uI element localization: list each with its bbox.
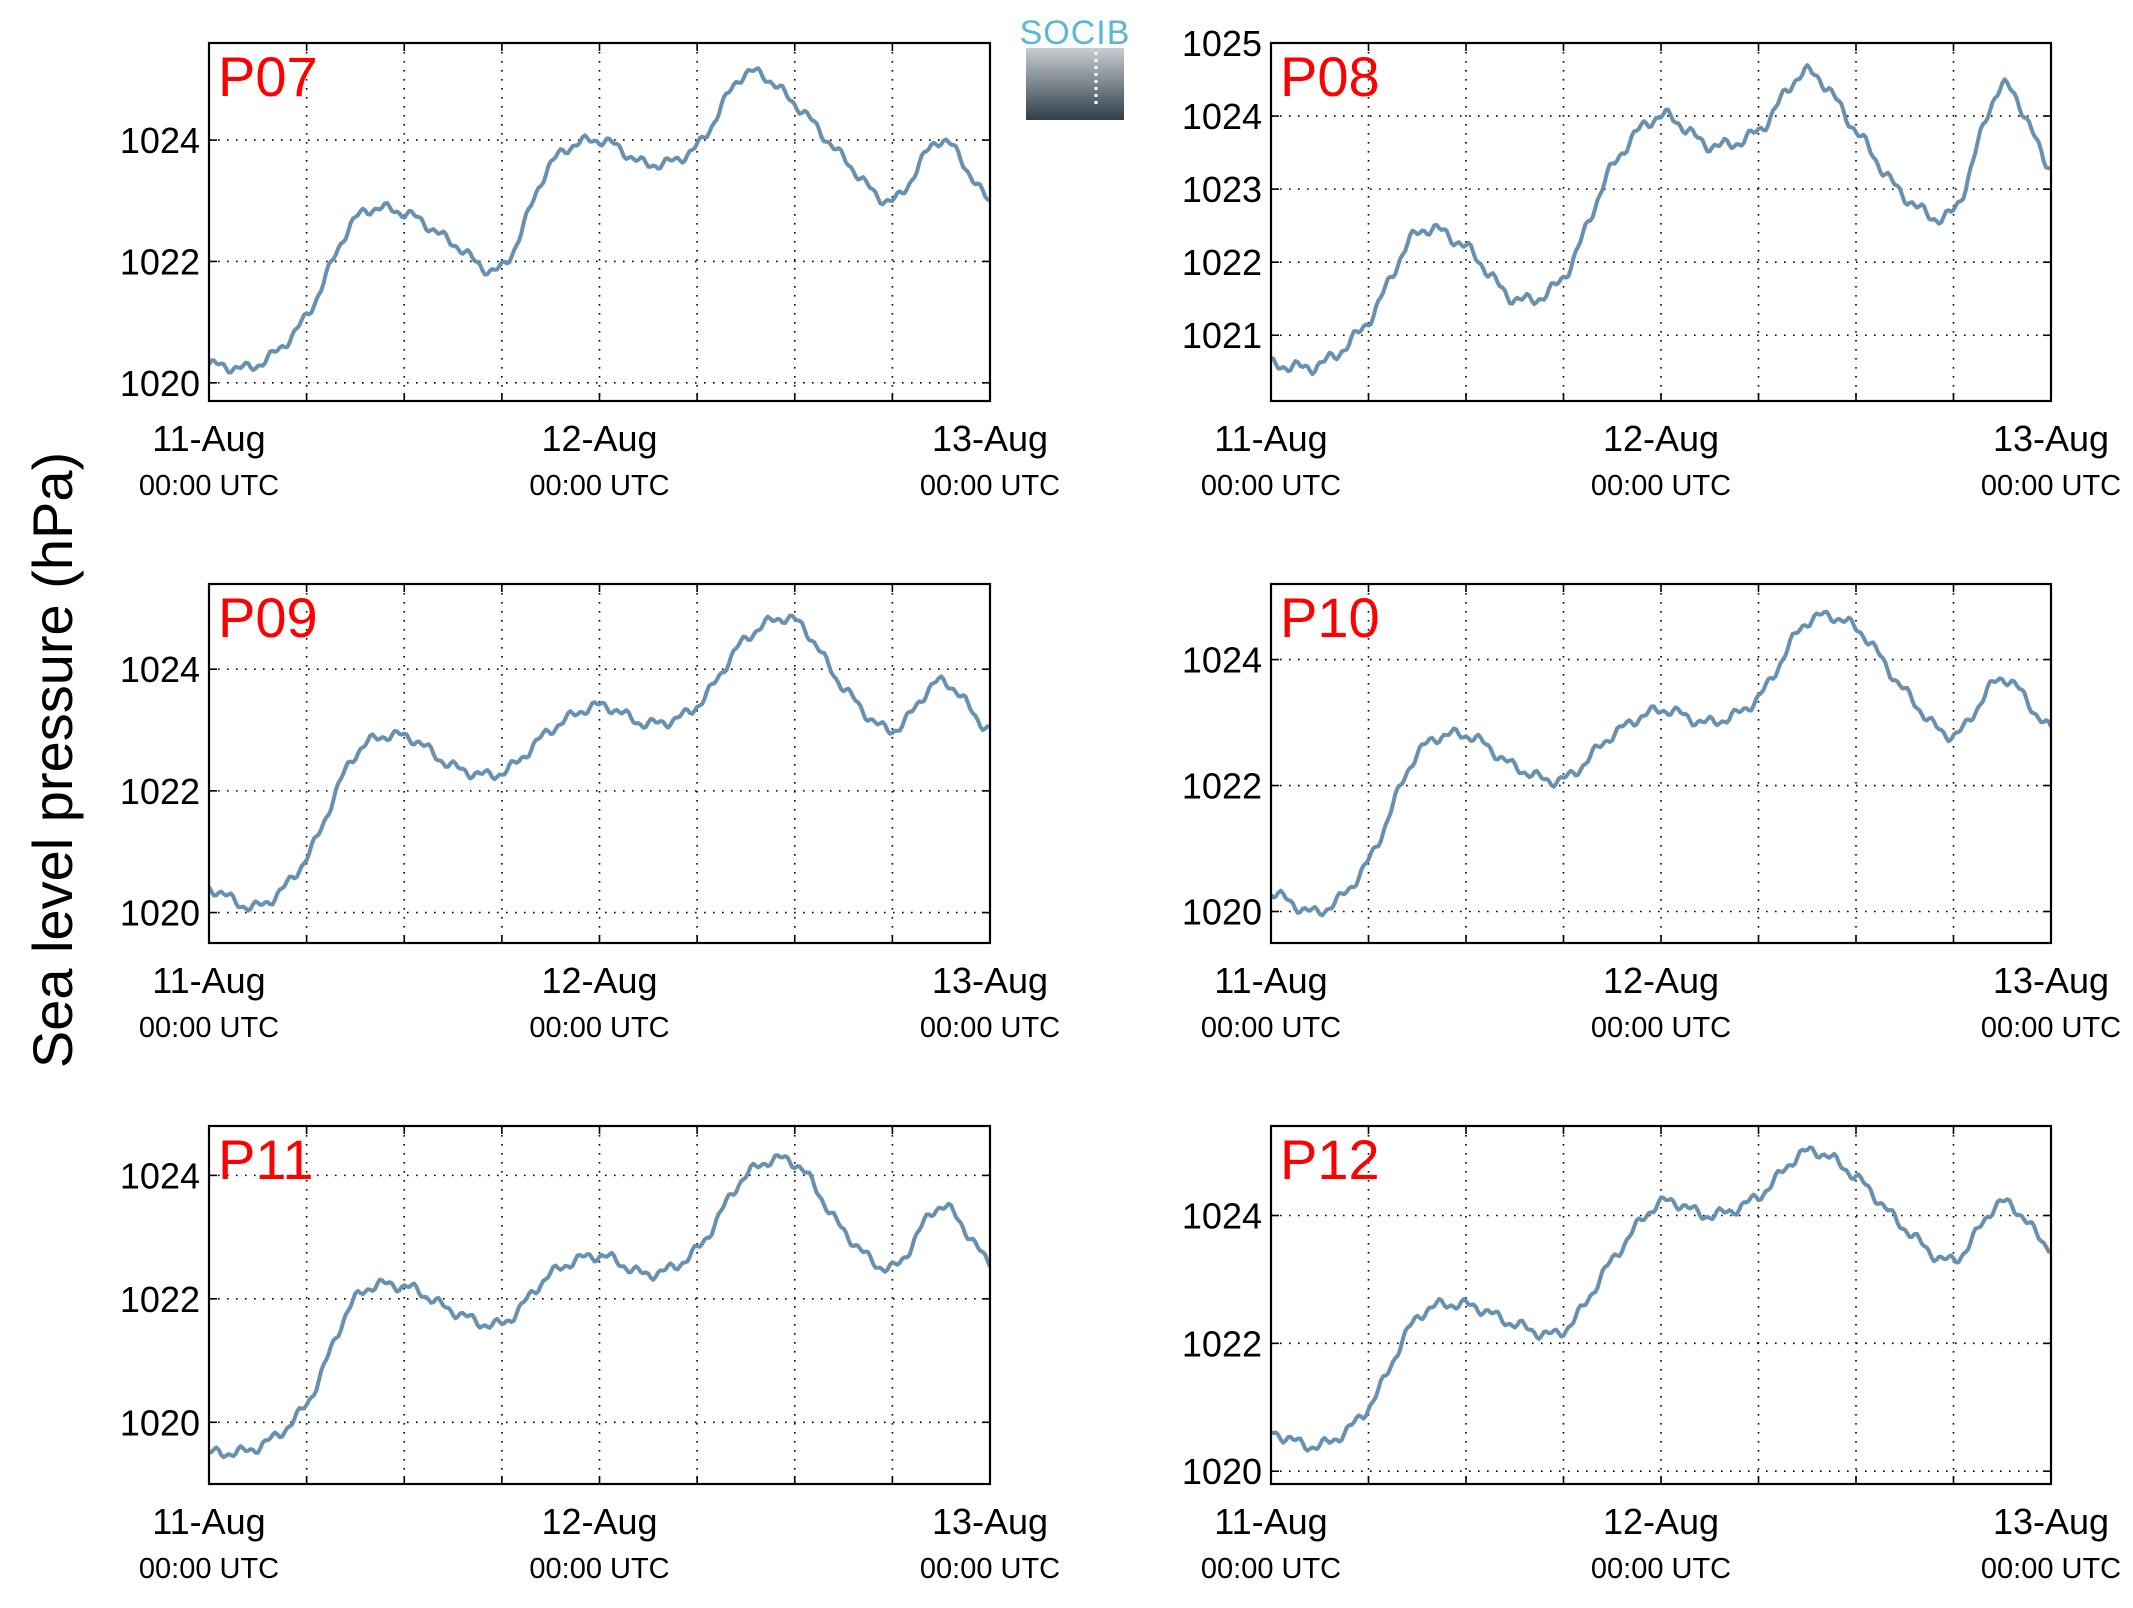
chart-panel: 1020 1022 1024 P07 11-Aug 00:00 UTC 12-Aug 00:0… <box>120 41 1060 502</box>
y-tick-label: 1020 <box>1182 1451 1262 1492</box>
series-line <box>1271 1145 2051 1453</box>
x-tick-sublabel: 00:00 UTC <box>1591 1553 1731 1585</box>
x-tick-label: 12-Aug <box>1603 1501 1719 1542</box>
y-tick-label: 1022 <box>120 1279 200 1320</box>
x-tick-label: 13-Aug <box>932 418 1048 459</box>
y-tick-label: 1024 <box>1182 640 1262 681</box>
x-tick-label: 11-Aug <box>1214 1501 1327 1542</box>
x-tick-label: 11-Aug <box>1214 418 1327 459</box>
y-tick-label: 1024 <box>120 649 200 690</box>
chart-panel: 1021 1022 1023 1024 1025 P08 11-Aug 00:00 UTC 12… <box>1182 23 2121 502</box>
y-tick-label: 1024 <box>120 120 200 161</box>
y-tick-label: 1024 <box>1182 1196 1262 1237</box>
x-tick-sublabel: 00:00 UTC <box>1591 1012 1731 1044</box>
y-tick-label: 1022 <box>120 241 200 282</box>
series-line <box>209 1153 990 1460</box>
x-tick-label: 12-Aug <box>541 960 657 1001</box>
x-tick-label: 12-Aug <box>1603 960 1719 1001</box>
x-tick-sublabel: 00:00 UTC <box>920 1012 1060 1044</box>
panel-label: P10 <box>1280 586 1380 649</box>
socib-logo-text: SOCIB <box>1020 14 1131 52</box>
x-tick-sublabel: 00:00 UTC <box>1981 1012 2121 1044</box>
series-line <box>209 66 990 375</box>
x-tick-label: 11-Aug <box>1214 960 1327 1001</box>
plot-area <box>1271 1126 2051 1484</box>
x-tick-sublabel: 00:00 UTC <box>529 470 669 502</box>
panel-label: P09 <box>218 586 318 649</box>
plot-area <box>1271 584 2051 943</box>
series-line <box>209 613 990 913</box>
chart-panel: 1020 1022 1024 P11 11-Aug 00:00 UTC 12-Aug 00:0… <box>120 1124 1060 1585</box>
plot-frame <box>207 1124 992 1486</box>
chart-panel: 1020 1022 1024 P12 11-Aug 00:00 UTC 12-Aug 00:0… <box>1182 1124 2121 1585</box>
x-tick-label: 12-Aug <box>541 418 657 459</box>
x-tick-sublabel: 00:00 UTC <box>139 1553 279 1585</box>
plot-area <box>1271 43 2051 401</box>
chart-panel: 1020 1022 1024 P09 11-Aug 00:00 UTC 12-Aug 00:0… <box>120 582 1060 1044</box>
series-line <box>1271 63 2051 376</box>
y-tick-label: 1022 <box>1182 766 1262 807</box>
x-tick-sublabel: 00:00 UTC <box>920 470 1060 502</box>
x-tick-sublabel: 00:00 UTC <box>1981 1553 2121 1585</box>
y-tick-label: 1020 <box>120 363 200 404</box>
plot-frame <box>1269 41 2053 403</box>
x-tick-sublabel: 00:00 UTC <box>1981 470 2121 502</box>
x-tick-label: 12-Aug <box>1603 418 1719 459</box>
x-tick-sublabel: 00:00 UTC <box>1201 1553 1341 1585</box>
x-tick-label: 13-Aug <box>1993 1501 2109 1542</box>
x-tick-sublabel: 00:00 UTC <box>1591 470 1731 502</box>
panel-label: P12 <box>1280 1128 1380 1191</box>
plot-frame <box>207 41 992 403</box>
x-tick-sublabel: 00:00 UTC <box>1201 470 1341 502</box>
y-tick-label: 1024 <box>120 1155 200 1196</box>
y-tick-label: 1020 <box>1182 892 1262 933</box>
y-tick-label: 1022 <box>1182 1323 1262 1364</box>
socib-logo-block <box>1026 48 1124 120</box>
x-tick-sublabel: 00:00 UTC <box>529 1553 669 1585</box>
x-tick-label: 11-Aug <box>152 960 265 1001</box>
y-axis-label: Sea level pressure (hPa) <box>21 452 84 1068</box>
x-tick-sublabel: 00:00 UTC <box>139 1012 279 1044</box>
socib-logo: SOCIB <box>1020 14 1131 120</box>
plot-area <box>209 1126 990 1484</box>
x-tick-label: 11-Aug <box>152 418 265 459</box>
chart-panel: 1020 1022 1024 P10 11-Aug 00:00 UTC 12-Aug 00:0… <box>1182 582 2121 1044</box>
panel-label: P11 <box>218 1128 313 1191</box>
plot-frame <box>207 582 992 945</box>
x-tick-sublabel: 00:00 UTC <box>920 1553 1060 1585</box>
y-tick-label: 1022 <box>1182 242 1262 283</box>
x-tick-sublabel: 00:00 UTC <box>139 470 279 502</box>
plot-area <box>209 584 990 943</box>
y-tick-label: 1020 <box>120 1402 200 1443</box>
y-tick-label: 1021 <box>1182 315 1262 356</box>
panel-label: P08 <box>1280 45 1380 108</box>
x-tick-label: 13-Aug <box>1993 418 2109 459</box>
y-tick-label: 1023 <box>1182 169 1262 210</box>
x-tick-label: 13-Aug <box>1993 960 2109 1001</box>
x-tick-label: 12-Aug <box>541 1501 657 1542</box>
y-tick-label: 1024 <box>1182 96 1262 137</box>
y-tick-label: 1022 <box>120 771 200 812</box>
series-line <box>1271 609 2051 918</box>
plot-frame <box>1269 1124 2053 1486</box>
x-tick-sublabel: 00:00 UTC <box>1201 1012 1341 1044</box>
plot-area <box>209 43 990 401</box>
panel-label: P07 <box>218 45 318 108</box>
plot-frame <box>1269 582 2053 945</box>
x-tick-label: 13-Aug <box>932 960 1048 1001</box>
x-tick-label: 13-Aug <box>932 1501 1048 1542</box>
x-tick-sublabel: 00:00 UTC <box>529 1012 669 1044</box>
y-tick-label: 1025 <box>1182 23 1262 64</box>
y-tick-label: 1020 <box>120 893 200 934</box>
x-tick-label: 11-Aug <box>152 1501 265 1542</box>
